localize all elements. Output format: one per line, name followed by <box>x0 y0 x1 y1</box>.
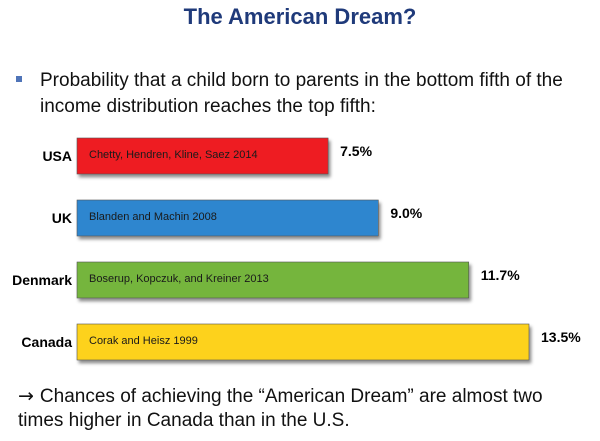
bar-canada <box>76 323 530 361</box>
value-label-usa: 7.5% <box>340 143 372 159</box>
category-label-uk: UK <box>52 210 72 226</box>
conclusion-body: Chances of achieving the “American Dream… <box>18 386 543 431</box>
bar-chart: USA Chetty, Hendren, Kline, Saez 2014 7.5%… <box>12 137 581 361</box>
slide-title: The American Dream? <box>183 4 417 29</box>
bar-source-label-usa: Chetty, Hendren, Kline, Saez 2014 <box>89 149 258 161</box>
category-label-denmark: Denmark <box>12 272 72 288</box>
value-label-canada: 13.5% <box>541 329 581 345</box>
bullet-point: Probability that a child born to parents… <box>14 68 584 120</box>
bullet-square-icon <box>16 76 22 82</box>
bar-source-label-uk: Blanden and Machin 2008 <box>89 211 217 223</box>
value-label-denmark: 11.7% <box>481 267 520 283</box>
conclusion-text: → Chances of achieving the “American Drea… <box>18 384 588 433</box>
value-label-uk: 9.0% <box>390 205 422 221</box>
bar-uk <box>76 199 379 237</box>
bar-denmark <box>76 261 470 299</box>
bullet-text: Probability that a child born to parents… <box>40 70 563 117</box>
bar-usa <box>76 137 329 175</box>
bar-source-label-canada: Corak and Heisz 1999 <box>89 335 198 347</box>
category-label-canada: Canada <box>21 334 72 350</box>
bar-source-label-denmark: Boserup, Kopczuk, and Kreiner 2013 <box>89 273 269 285</box>
category-label-usa: USA <box>42 148 72 164</box>
arrow-right-icon: → <box>18 385 34 407</box>
